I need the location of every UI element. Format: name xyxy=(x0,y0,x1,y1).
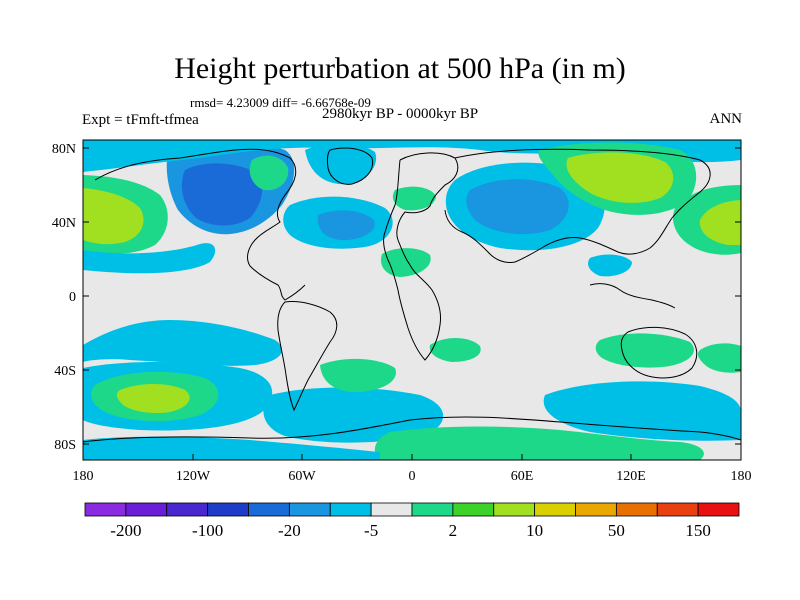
lat-label: 0 xyxy=(69,290,76,305)
contour-positive-sahara xyxy=(380,248,431,277)
colorbar-label: -20 xyxy=(278,521,301,540)
lon-label: 120E xyxy=(616,469,646,484)
coastline-north-america xyxy=(94,148,306,301)
lon-label: 180 xyxy=(73,469,94,484)
colorbar-swatch xyxy=(656,502,699,517)
colorbar-label: -100 xyxy=(192,521,223,540)
lon-label: 60W xyxy=(288,469,316,484)
colorbar-swatch xyxy=(697,502,740,517)
colorbar-label: 10 xyxy=(526,521,543,540)
season-label: ANN xyxy=(709,111,743,127)
lat-label: 40N xyxy=(52,216,76,231)
colorbar-labels: -200 -100 -20 -5 2 10 50 150 xyxy=(110,521,711,540)
lon-labels: 180 120W 60W 0 60E 120E 180 xyxy=(73,469,752,484)
colorbar-swatch xyxy=(411,502,454,517)
contour-positive-europe xyxy=(392,186,436,211)
period-label: 2980kyr BP - 0000kyr BP xyxy=(322,106,479,122)
colorbar-swatch xyxy=(370,502,413,517)
map-panel: 80N 40N 0 40S 80S 180 120W 60W 0 60E 120… xyxy=(52,139,752,484)
coastline-europe-africa xyxy=(383,152,459,361)
contour-positive-australia xyxy=(595,333,694,368)
coastline-asia xyxy=(444,148,711,263)
lat-labels: 80N 40N 0 40S 80S xyxy=(52,142,76,453)
contour-fills xyxy=(83,140,741,460)
contour-negative-eurasia-core xyxy=(466,179,569,235)
lon-label: 0 xyxy=(409,469,416,484)
experiment-label: Expt = tFmft-tfmea xyxy=(82,112,199,128)
lon-label: 60E xyxy=(511,469,534,484)
contour-negative-pacific-east xyxy=(588,254,632,277)
contour-negative-antarctica xyxy=(83,436,380,460)
contour-negative-satl xyxy=(263,387,444,443)
lon-label: 120W xyxy=(176,469,211,484)
colorbar-label: -5 xyxy=(364,521,378,540)
colorbar-swatch xyxy=(125,502,168,517)
lon-label: 180 xyxy=(731,469,752,484)
colorbar-swatch xyxy=(575,502,617,517)
contour-negative-natl-core xyxy=(317,210,375,241)
contour-positive-se-pacific xyxy=(697,343,741,373)
contour-negative-nna xyxy=(305,143,377,185)
contour-positive-asia-core xyxy=(566,152,674,203)
colorbar-label: 50 xyxy=(608,521,625,540)
map-ticks xyxy=(82,147,742,460)
colorbar-swatch xyxy=(248,502,290,517)
colorbar xyxy=(84,502,740,517)
contour-positive-satl xyxy=(320,358,396,393)
colorbar-label: -200 xyxy=(110,521,141,540)
coastline-greenland xyxy=(326,147,374,185)
colorbar-swatch xyxy=(84,502,127,517)
coastline-south-america xyxy=(277,301,338,412)
colorbar-swatch xyxy=(166,502,209,517)
contour-positive-southern-core xyxy=(116,384,190,414)
colorbar-label: 150 xyxy=(685,521,711,540)
colorbar-swatch xyxy=(534,502,576,517)
stats-line: rmsd= 4.23009 diff= -6.66768e-09 xyxy=(190,95,371,110)
contour-positive-sindian xyxy=(429,337,481,362)
colorbar-swatch xyxy=(207,502,249,517)
contour-negative-npac-mid xyxy=(83,243,216,274)
lat-label: 80N xyxy=(52,142,76,157)
colorbar-swatch xyxy=(493,502,536,517)
coastline-indonesia xyxy=(589,283,676,309)
contour-positive-npac-w-core xyxy=(83,188,144,245)
lat-label: 80S xyxy=(54,438,76,453)
contour-positive-canada xyxy=(249,155,289,191)
map-title: Height perturbation at 500 hPa (in m) xyxy=(174,52,626,85)
colorbar-swatch xyxy=(452,502,495,517)
contour-negative-spac xyxy=(83,320,283,366)
coastline-antarctica xyxy=(83,416,741,443)
contour-negative-na-core xyxy=(181,163,263,226)
coastline-australia xyxy=(620,326,698,379)
colorbar-label: 2 xyxy=(449,521,458,540)
colorbar-swatch xyxy=(615,502,658,517)
colorbar-swatch xyxy=(329,502,372,517)
contour-negative-sindian-south xyxy=(543,381,741,441)
coastlines xyxy=(83,147,741,443)
contour-positive-npac-e-core xyxy=(699,200,741,245)
lat-label: 40S xyxy=(54,364,76,379)
colorbar-swatch xyxy=(288,502,331,517)
contour-positive-antarctica xyxy=(374,426,704,460)
